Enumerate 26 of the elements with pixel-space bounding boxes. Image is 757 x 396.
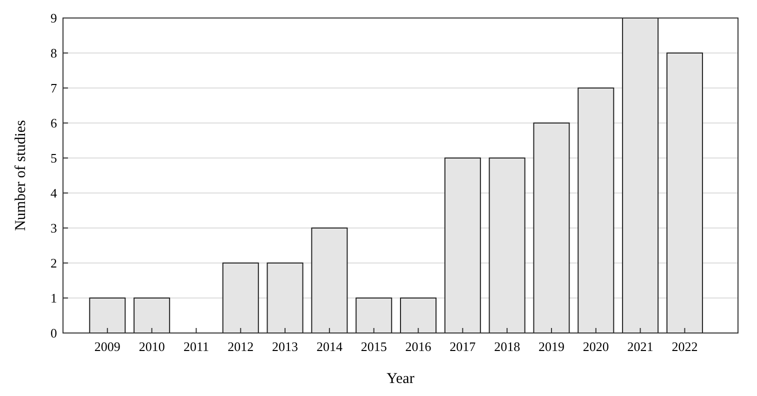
y-tick-label: 0 xyxy=(50,326,57,341)
x-tick-label: 2018 xyxy=(494,339,520,354)
x-tick-label: 2016 xyxy=(405,339,432,354)
y-tick-label: 4 xyxy=(50,186,58,201)
y-tick-label: 7 xyxy=(50,80,58,96)
y-tick-label: 9 xyxy=(50,10,57,26)
x-tick-label: 2013 xyxy=(272,339,298,354)
y-tick-label: 6 xyxy=(50,116,58,131)
y-tick-label: 8 xyxy=(50,46,57,61)
x-tick-label: 2021 xyxy=(627,339,654,354)
x-tick-label: 2017 xyxy=(450,339,476,354)
x-tick-label: 2010 xyxy=(138,339,165,354)
x-tick-label: 2014 xyxy=(316,339,343,354)
x-tick-label: 2022 xyxy=(672,339,698,354)
x-tick-label: 2019 xyxy=(538,339,564,354)
y-axis-title: Number of studies xyxy=(13,120,29,231)
x-tick-label: 2009 xyxy=(94,339,120,354)
x-axis-title: Year xyxy=(386,371,414,387)
y-tick-label: 2 xyxy=(50,256,57,271)
y-tick-label: 3 xyxy=(50,220,57,236)
x-tick-label: 2020 xyxy=(582,339,609,354)
x-tick-label: 2011 xyxy=(183,339,209,354)
y-tick-label: 1 xyxy=(50,290,57,306)
x-tick-label: 2015 xyxy=(360,339,387,354)
y-tick-label: 5 xyxy=(50,150,57,166)
x-tick-label: 2012 xyxy=(228,339,254,354)
